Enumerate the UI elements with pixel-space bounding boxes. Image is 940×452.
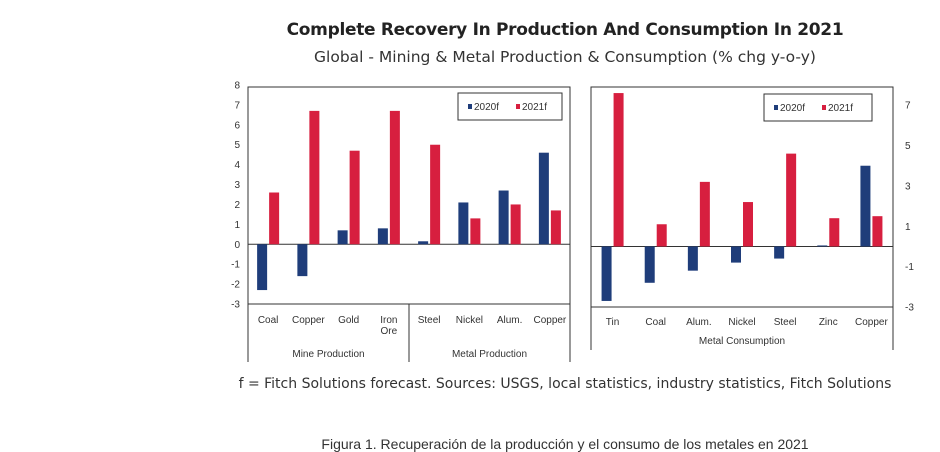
group-label: Mine Production [292,349,364,360]
legend [457,92,563,121]
bar-2021f-gold [349,150,360,245]
y-tick-label: 3 [905,181,911,192]
bar-2021f-copper [309,110,320,245]
bar-2021f-copper [550,210,561,245]
bar-2021f-steel [430,144,441,245]
y-tick-label: 0 [234,240,240,251]
category-label: Gold [338,315,359,326]
footnote: f = Fitch Solutions forecast. Sources: U… [238,376,892,392]
legend-label: 2021f [522,102,547,113]
bar-2020f-coal [644,246,655,283]
bar-2021f-steel [786,153,797,247]
bar-2020f-copper [860,165,871,247]
category-label: Copper [292,315,325,326]
bar-2020f-copper [297,244,308,277]
bar-2020f-alum [498,190,509,245]
bar-2020f-zinc [817,245,828,247]
legend-swatch [822,105,826,110]
y-tick-label: -3 [231,300,240,311]
bar-2021f-alum [699,181,710,247]
legend-label: 2020f [780,103,805,114]
bar-2020f-tin [601,246,612,301]
bar-2020f-ironore [377,228,388,245]
legend-swatch [774,105,778,110]
category-label: Zinc [819,317,838,328]
y-tick-label: 2 [234,200,240,211]
y-tick-label: 5 [234,140,240,151]
legend [763,93,873,122]
bar-2021f-zinc [829,218,840,247]
category-label: Steel [774,317,797,328]
bar-2021f-coal [656,224,667,247]
category-label: Steel [418,315,441,326]
y-tick-label: 3 [234,180,240,191]
bar-2020f-copper [538,152,549,245]
category-label: Coal [258,315,279,326]
legend-label: 2021f [828,103,853,114]
group-label: Metal Production [452,349,527,360]
y-tick-label: 1 [905,222,911,233]
chart-subtitle: Global - Mining & Metal Production & Con… [314,48,816,66]
bar-2021f-nickel [743,202,753,247]
y-tick-label: 7 [234,100,240,111]
chart-title: Complete Recovery In Production And Cons… [286,20,844,40]
bar-2020f-steel [418,241,429,245]
y-tick-label: 7 [905,101,911,112]
category-label: Ore [381,326,398,337]
plot-frame [590,86,894,308]
y-tick-label: 1 [234,220,240,231]
bar-2021f-ironore [389,110,400,245]
y-tick-label: -3 [905,303,914,314]
bar-2021f-tin [613,93,624,247]
legend-label: 2020f [474,102,499,113]
category-label: Nickel [728,317,755,328]
bar-2020f-steel [774,246,785,259]
category-label: Copper [533,315,566,326]
bar-2021f-copper [872,216,883,247]
category-label: Nickel [456,315,483,326]
y-tick-label: 6 [234,120,240,131]
y-tick-label: 5 [905,141,911,152]
y-tick-label: -1 [231,260,240,271]
figure-caption: Figura 1. Recuperación de la producción … [321,436,809,452]
group-label: Metal Consumption [699,336,785,347]
category-label: Iron [380,315,397,326]
bar-2020f-gold [337,230,348,245]
bar-2020f-nickel [458,202,469,245]
bar-2020f-nickel [731,246,741,263]
bar-2021f-coal [269,192,280,245]
y-tick-label: 4 [234,160,240,171]
legend-swatch [516,104,520,109]
category-label: Coal [645,317,666,328]
y-tick-label: 8 [234,81,240,92]
bar-2021f-alum [510,204,521,245]
legend-swatch [468,104,472,109]
bar-2020f-coal [257,244,268,291]
category-label: Alum. [686,317,712,328]
category-label: Copper [855,317,888,328]
y-tick-label: -1 [905,262,914,273]
category-label: Alum. [497,315,523,326]
bar-2020f-alum [687,246,698,271]
bar-2021f-nickel [470,218,481,245]
y-tick-label: -2 [231,280,240,291]
category-label: Tin [606,317,620,328]
